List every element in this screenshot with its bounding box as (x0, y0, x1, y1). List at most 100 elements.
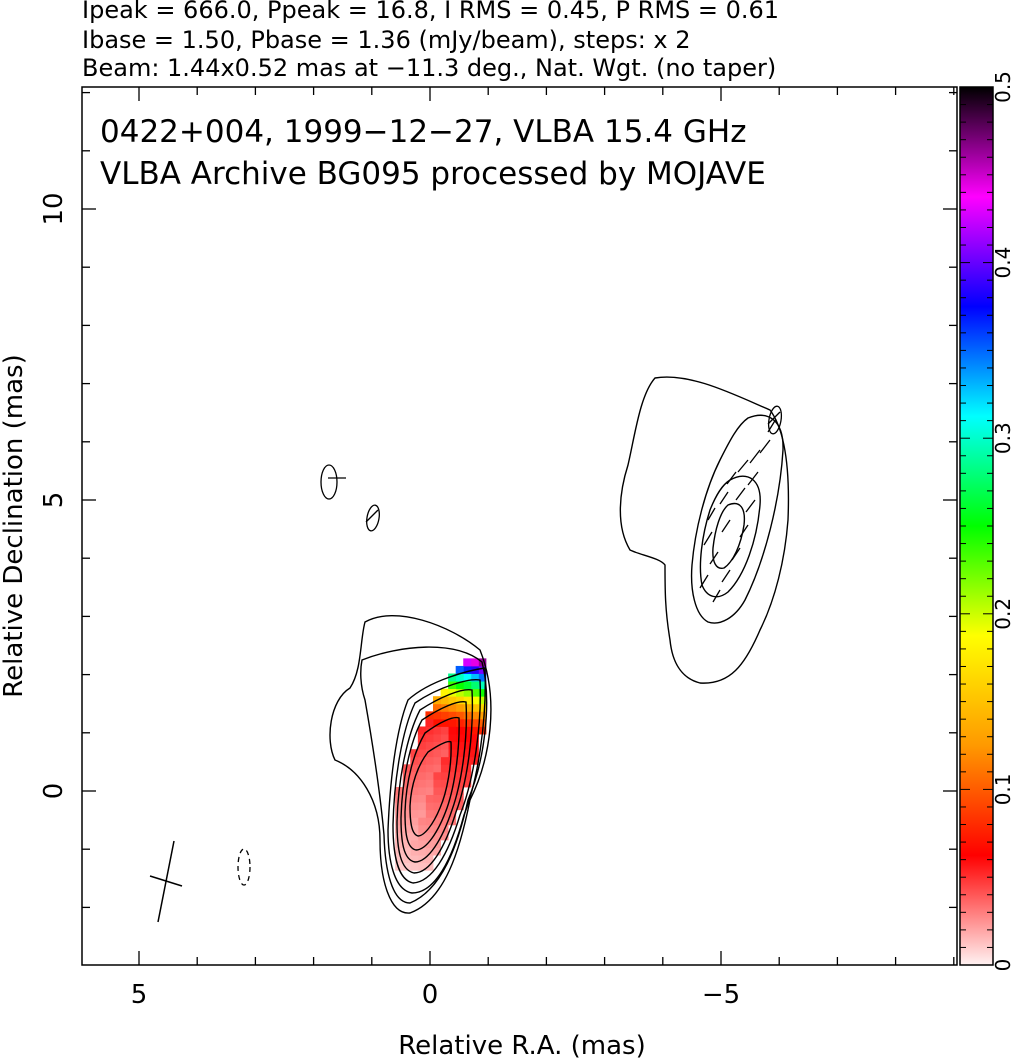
core-contour-8 (409, 740, 452, 837)
pol-pixel (410, 749, 419, 758)
pol-pixel (463, 688, 472, 697)
plot-frame (81, 86, 958, 966)
pol-pixel (417, 726, 426, 735)
core-contour-6 (400, 701, 468, 863)
annotation-line-2: VLBA Archive BG095 processed by MOJAVE (100, 156, 766, 192)
pol-pixel (432, 764, 441, 773)
pol-pixel (425, 824, 434, 833)
pol-pixel (395, 824, 404, 833)
pol-pixel (425, 771, 434, 780)
pol-pixel (440, 771, 449, 780)
pol-pixel (478, 703, 487, 712)
pol-pixel (402, 817, 411, 826)
x-tick-label: −5 (702, 980, 740, 1010)
pol-pixel (432, 832, 441, 841)
pol-pixel (425, 718, 434, 727)
pol-pixel (425, 794, 434, 803)
pol-pixel (455, 771, 464, 780)
pol-pixel (470, 741, 479, 750)
x-axis-ticks: 5 0 −5 (131, 87, 955, 1010)
pol-pixel (402, 824, 411, 833)
beam-symbol (149, 840, 183, 923)
pol-pixel (478, 673, 487, 682)
core-contour-1 (329, 614, 492, 914)
pol-pixel (455, 665, 464, 674)
pol-pixel (410, 756, 419, 765)
pol-pixel (440, 787, 449, 795)
pol-pixel (448, 696, 457, 705)
pol-pixel (425, 862, 434, 871)
pol-pixel (448, 764, 457, 773)
knot-contours (619, 376, 790, 684)
pol-pixel (402, 809, 411, 818)
pol-pixel (470, 711, 479, 720)
pol-pixel (425, 756, 434, 765)
annotation-line-1: 0422+004, 1999−12−27, VLBA 15.4 GHz (100, 114, 746, 150)
pol-pixel (448, 809, 457, 818)
pol-pixel (417, 832, 426, 841)
pol-pixel (455, 741, 464, 750)
pol-pixel (410, 855, 419, 864)
pol-pixel (417, 771, 426, 780)
pol-pixel (425, 741, 434, 750)
pol-pixel (425, 855, 434, 864)
pol-pixel (463, 779, 472, 788)
pol-pixel (478, 696, 487, 705)
pol-pixel (425, 734, 434, 743)
pol-pixel (432, 726, 441, 735)
pol-pixel (470, 658, 479, 667)
pol-pixel (463, 771, 472, 780)
pol-pixel (402, 779, 411, 788)
colorbar-tick-label: 0.1 (991, 773, 1015, 805)
pol-pixel (440, 688, 449, 697)
pol-pixel (440, 711, 449, 720)
pol-pixel (448, 688, 457, 697)
pol-pixel (470, 688, 479, 697)
pol-pixel (395, 839, 404, 848)
pol-pixel (395, 802, 404, 811)
colorbar-ticks: 0 0.1 0.2 0.3 0.4 0.5 (960, 71, 1015, 971)
pol-pixel (425, 779, 434, 788)
noise-blob-2 (366, 504, 380, 532)
pol-pixel (478, 665, 487, 674)
pol-pixel (455, 703, 464, 712)
pol-pixel (402, 847, 411, 856)
pol-pixel (395, 862, 404, 871)
x-tick-label: 5 (131, 980, 148, 1010)
pol-pixel (410, 824, 419, 833)
pol-pixel (448, 771, 457, 780)
pol-pixel (448, 718, 457, 727)
pol-pixel (425, 802, 434, 811)
map-content (149, 376, 790, 923)
pol-pixel (478, 681, 487, 690)
pol-pixel (410, 839, 419, 848)
knot-contour-3 (699, 475, 761, 598)
pol-pixel (455, 681, 464, 690)
x-axis-label: Relative R.A. (mas) (398, 1031, 645, 1060)
pol-pixel (463, 711, 472, 720)
pol-pixel (395, 809, 404, 818)
pol-pixel (402, 839, 411, 848)
pol-pixel (395, 817, 404, 826)
pol-pixel (417, 809, 426, 818)
knot-contour-4 (712, 502, 746, 569)
pol-pixel (440, 718, 449, 727)
pol-pixel (410, 862, 419, 871)
pol-pixel (470, 718, 479, 727)
noise-features (237, 405, 783, 886)
pol-pixel (448, 779, 457, 788)
knot-contour-2 (690, 414, 784, 624)
negative-contour (237, 848, 251, 886)
pol-pixel (455, 794, 464, 803)
pol-pixel (410, 794, 419, 803)
pol-pixel (417, 839, 426, 848)
pol-pixel (432, 734, 441, 743)
pol-pixel (463, 681, 472, 690)
core-contour-4 (392, 679, 481, 884)
pol-pixel (432, 718, 441, 727)
y-tick-label: 5 (39, 492, 69, 509)
pol-pixel (448, 741, 457, 750)
pol-pixel (455, 696, 464, 705)
pol-pixel (417, 862, 426, 871)
pol-pixel (463, 749, 472, 758)
